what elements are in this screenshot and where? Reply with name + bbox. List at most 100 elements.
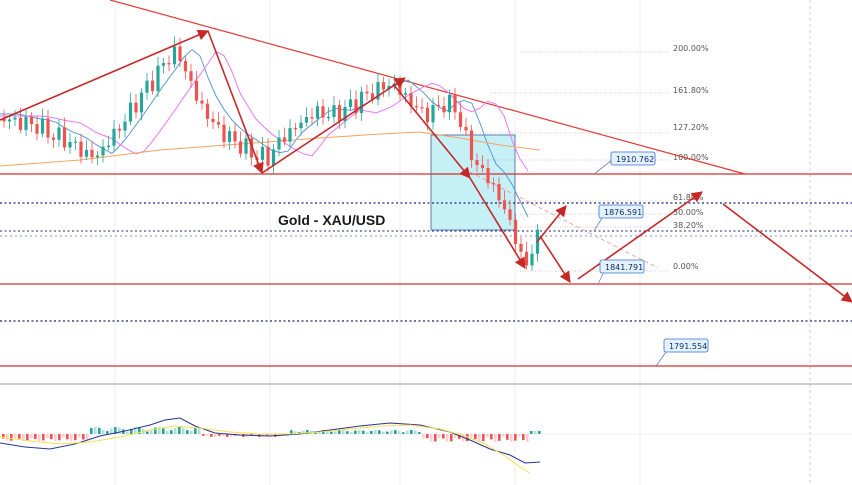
macd-bar (314, 432, 317, 434)
candle (524, 242, 529, 270)
macd-bar (418, 432, 421, 434)
ma-mid (0, 50, 529, 172)
macd-bar (518, 434, 521, 437)
candle (101, 138, 105, 163)
macd-bar (394, 430, 397, 434)
candle (271, 144, 276, 174)
macd-bar (22, 434, 25, 441)
fibonacci-labels: 200.00% 161.80% 127.20% 100.00% 61.80% 5… (673, 44, 709, 271)
macd-bar (210, 434, 213, 437)
macd-bar (422, 434, 425, 439)
candle (13, 109, 17, 127)
macd-bar (490, 434, 493, 440)
macd-bar (222, 434, 225, 436)
price-callout-2: 1876.591 (593, 204, 644, 232)
fib-label-200: 200.00% (673, 44, 709, 53)
macd-bar (202, 434, 205, 436)
macd-bar (386, 431, 389, 434)
macd-bar (530, 431, 533, 434)
macd-bar (402, 432, 405, 434)
macd-bar (346, 431, 349, 434)
candle (249, 133, 254, 166)
candle (442, 96, 446, 118)
fib-label-0: 0.00% (673, 262, 699, 271)
macd-bar (446, 434, 449, 442)
macd-bar (474, 434, 477, 440)
macd-bar (330, 431, 333, 434)
macd-bar (230, 434, 233, 437)
macd-bar (502, 434, 505, 437)
candle (359, 86, 364, 121)
candle (348, 89, 353, 112)
macd-bar (94, 427, 97, 434)
candle (519, 237, 523, 260)
wave-arrow (392, 83, 471, 179)
macd-bar (134, 427, 137, 434)
macd-bar (42, 434, 45, 441)
macd-bar (190, 430, 193, 434)
macd-bar (334, 431, 337, 434)
macd-bar (54, 434, 57, 441)
candle (387, 78, 391, 97)
candle (24, 108, 28, 137)
candle (123, 113, 127, 138)
wave-arrow (0, 29, 210, 121)
candle (222, 115, 226, 148)
fib-label-127: 127.20% (673, 123, 709, 132)
chart-title: Gold - XAU/USD (278, 212, 385, 228)
candle (211, 111, 215, 130)
candle (475, 153, 479, 173)
macd-bar (250, 434, 253, 436)
candle (436, 95, 441, 111)
candle (51, 133, 56, 148)
candle (134, 93, 138, 119)
wave-arrow (261, 77, 406, 174)
candle (458, 102, 463, 132)
macd-bar (46, 434, 49, 438)
macd-bar (178, 427, 181, 434)
candle (216, 112, 221, 129)
support-resistance-lines (0, 173, 852, 367)
candle (304, 107, 309, 127)
macd-bar (214, 434, 217, 437)
candle (161, 58, 166, 74)
wave-arrows (0, 29, 852, 303)
candle (530, 244, 534, 271)
candle (321, 98, 325, 125)
candle (282, 127, 287, 146)
macd-bar (354, 430, 357, 434)
signal-line (0, 424, 531, 474)
candle (508, 200, 512, 226)
candle (57, 119, 61, 147)
macd-bar (306, 430, 309, 434)
macd-bar (66, 434, 69, 440)
macd-bar (442, 434, 445, 439)
macd-bar (534, 431, 537, 434)
candle (205, 98, 210, 127)
macd-bar (414, 430, 417, 434)
macd-bar (430, 434, 433, 442)
price-label-1910: 1910.762 (616, 155, 654, 164)
macd-bar (494, 434, 497, 442)
macd-bar (218, 434, 221, 436)
macd-bar (158, 427, 161, 434)
candle (266, 137, 270, 172)
wave-arrow (207, 30, 264, 175)
candle (277, 130, 281, 157)
macd-bar (10, 434, 13, 441)
macd-bar (342, 430, 345, 434)
macd-bar (198, 427, 201, 434)
macd-bar (38, 434, 41, 441)
macd-bar (438, 434, 441, 439)
candle (310, 108, 314, 125)
macd-bar (538, 431, 541, 434)
candle (491, 177, 496, 192)
wave-arrow (536, 205, 567, 243)
macd-bar (510, 434, 513, 442)
macd-bar (126, 431, 129, 434)
descending-trendline (109, 0, 746, 175)
macd-bar (58, 434, 61, 441)
macd-bar (370, 431, 373, 434)
macd-bar (114, 427, 117, 434)
